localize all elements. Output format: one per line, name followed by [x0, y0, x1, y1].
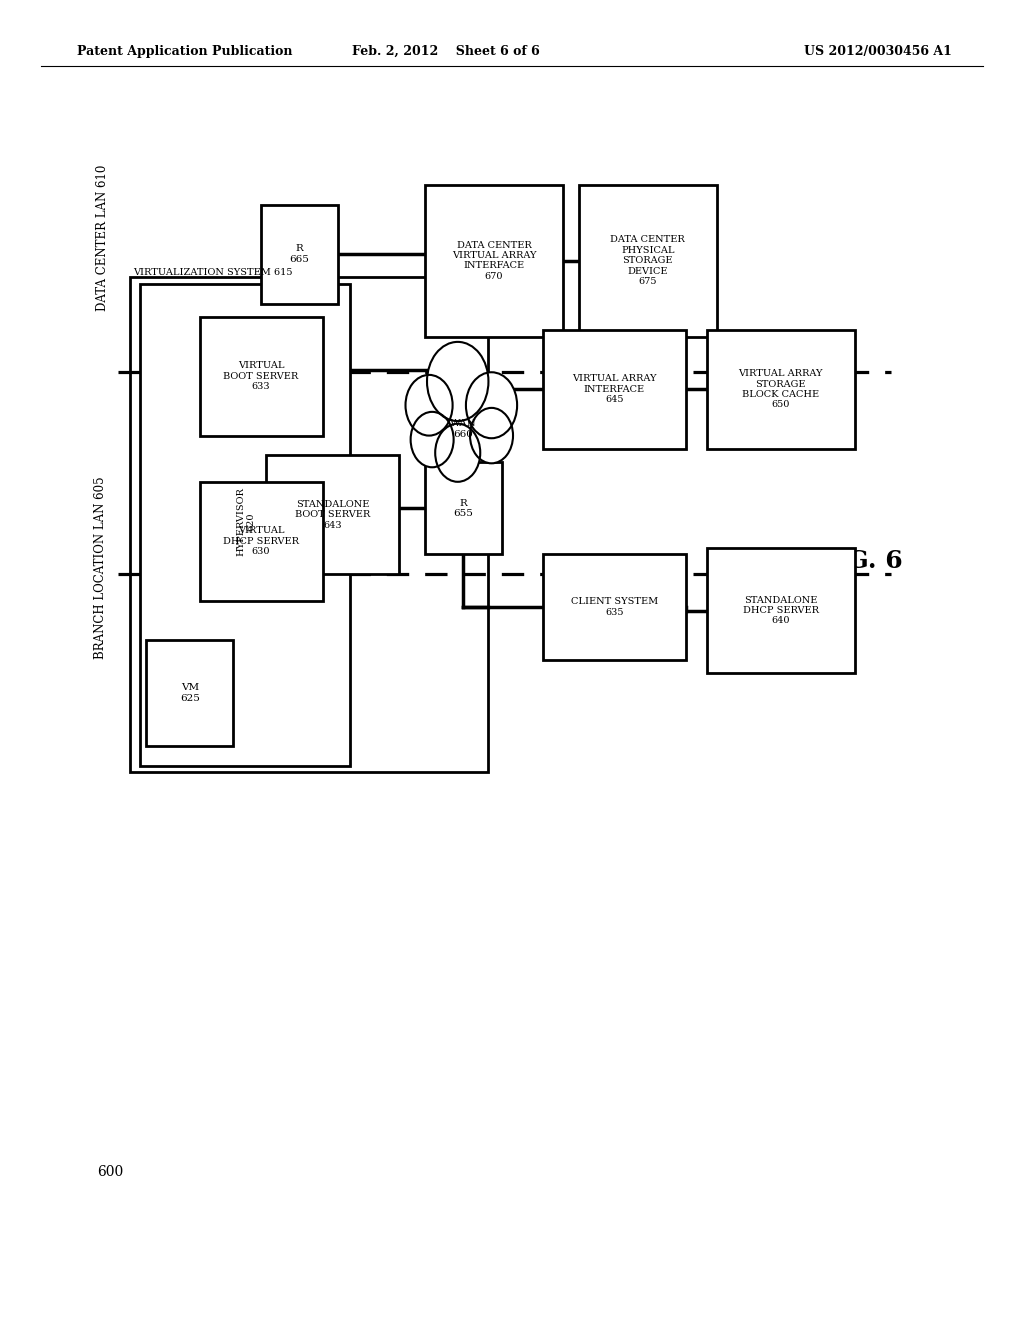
Text: STANDALONE
DHCP SERVER
640: STANDALONE DHCP SERVER 640 — [742, 595, 819, 626]
FancyBboxPatch shape — [543, 330, 686, 449]
Circle shape — [466, 372, 517, 438]
Text: DATA CENTER
VIRTUAL ARRAY
INTERFACE
670: DATA CENTER VIRTUAL ARRAY INTERFACE 670 — [452, 240, 537, 281]
Text: WAN
660: WAN 660 — [450, 420, 476, 438]
FancyBboxPatch shape — [425, 462, 502, 554]
Circle shape — [435, 424, 480, 482]
FancyBboxPatch shape — [707, 548, 855, 673]
Text: DATA CENTER LAN 610: DATA CENTER LAN 610 — [96, 165, 109, 310]
FancyBboxPatch shape — [543, 554, 686, 660]
FancyBboxPatch shape — [266, 455, 399, 574]
Text: 600: 600 — [97, 1166, 124, 1179]
FancyBboxPatch shape — [200, 317, 323, 436]
FancyBboxPatch shape — [261, 205, 338, 304]
Text: STANDALONE
BOOT SERVER
643: STANDALONE BOOT SERVER 643 — [295, 500, 371, 529]
Text: DATA CENTER
PHYSICAL
STORAGE
DEVICE
675: DATA CENTER PHYSICAL STORAGE DEVICE 675 — [610, 235, 685, 286]
FancyBboxPatch shape — [579, 185, 717, 337]
FancyBboxPatch shape — [200, 482, 323, 601]
Text: CLIENT SYSTEM
635: CLIENT SYSTEM 635 — [570, 598, 658, 616]
FancyBboxPatch shape — [425, 185, 563, 337]
Text: VIRTUAL
DHCP SERVER
630: VIRTUAL DHCP SERVER 630 — [223, 527, 299, 556]
Text: R
655: R 655 — [454, 499, 473, 517]
FancyBboxPatch shape — [130, 277, 488, 772]
Text: HYPERVISOR
620: HYPERVISOR 620 — [237, 487, 255, 556]
Circle shape — [406, 375, 453, 436]
Text: VIRTUAL ARRAY
INTERFACE
645: VIRTUAL ARRAY INTERFACE 645 — [572, 375, 656, 404]
Text: VM
625: VM 625 — [180, 684, 200, 702]
FancyBboxPatch shape — [140, 284, 350, 766]
Text: Feb. 2, 2012    Sheet 6 of 6: Feb. 2, 2012 Sheet 6 of 6 — [351, 45, 540, 58]
Circle shape — [411, 412, 454, 467]
Text: FIG. 6: FIG. 6 — [818, 549, 902, 573]
Text: VIRTUALIZATION SYSTEM 615: VIRTUALIZATION SYSTEM 615 — [133, 268, 293, 277]
Circle shape — [427, 342, 488, 421]
Text: US 2012/0030456 A1: US 2012/0030456 A1 — [805, 45, 952, 58]
Text: R
665: R 665 — [290, 244, 309, 264]
Text: VIRTUAL ARRAY
STORAGE
BLOCK CACHE
650: VIRTUAL ARRAY STORAGE BLOCK CACHE 650 — [738, 370, 823, 409]
FancyBboxPatch shape — [707, 330, 855, 449]
Text: VIRTUAL
BOOT SERVER
633: VIRTUAL BOOT SERVER 633 — [223, 362, 299, 391]
Circle shape — [470, 408, 513, 463]
FancyBboxPatch shape — [146, 640, 233, 746]
Text: Patent Application Publication: Patent Application Publication — [77, 45, 292, 58]
Text: BRANCH LOCATION LAN 605: BRANCH LOCATION LAN 605 — [94, 477, 106, 659]
